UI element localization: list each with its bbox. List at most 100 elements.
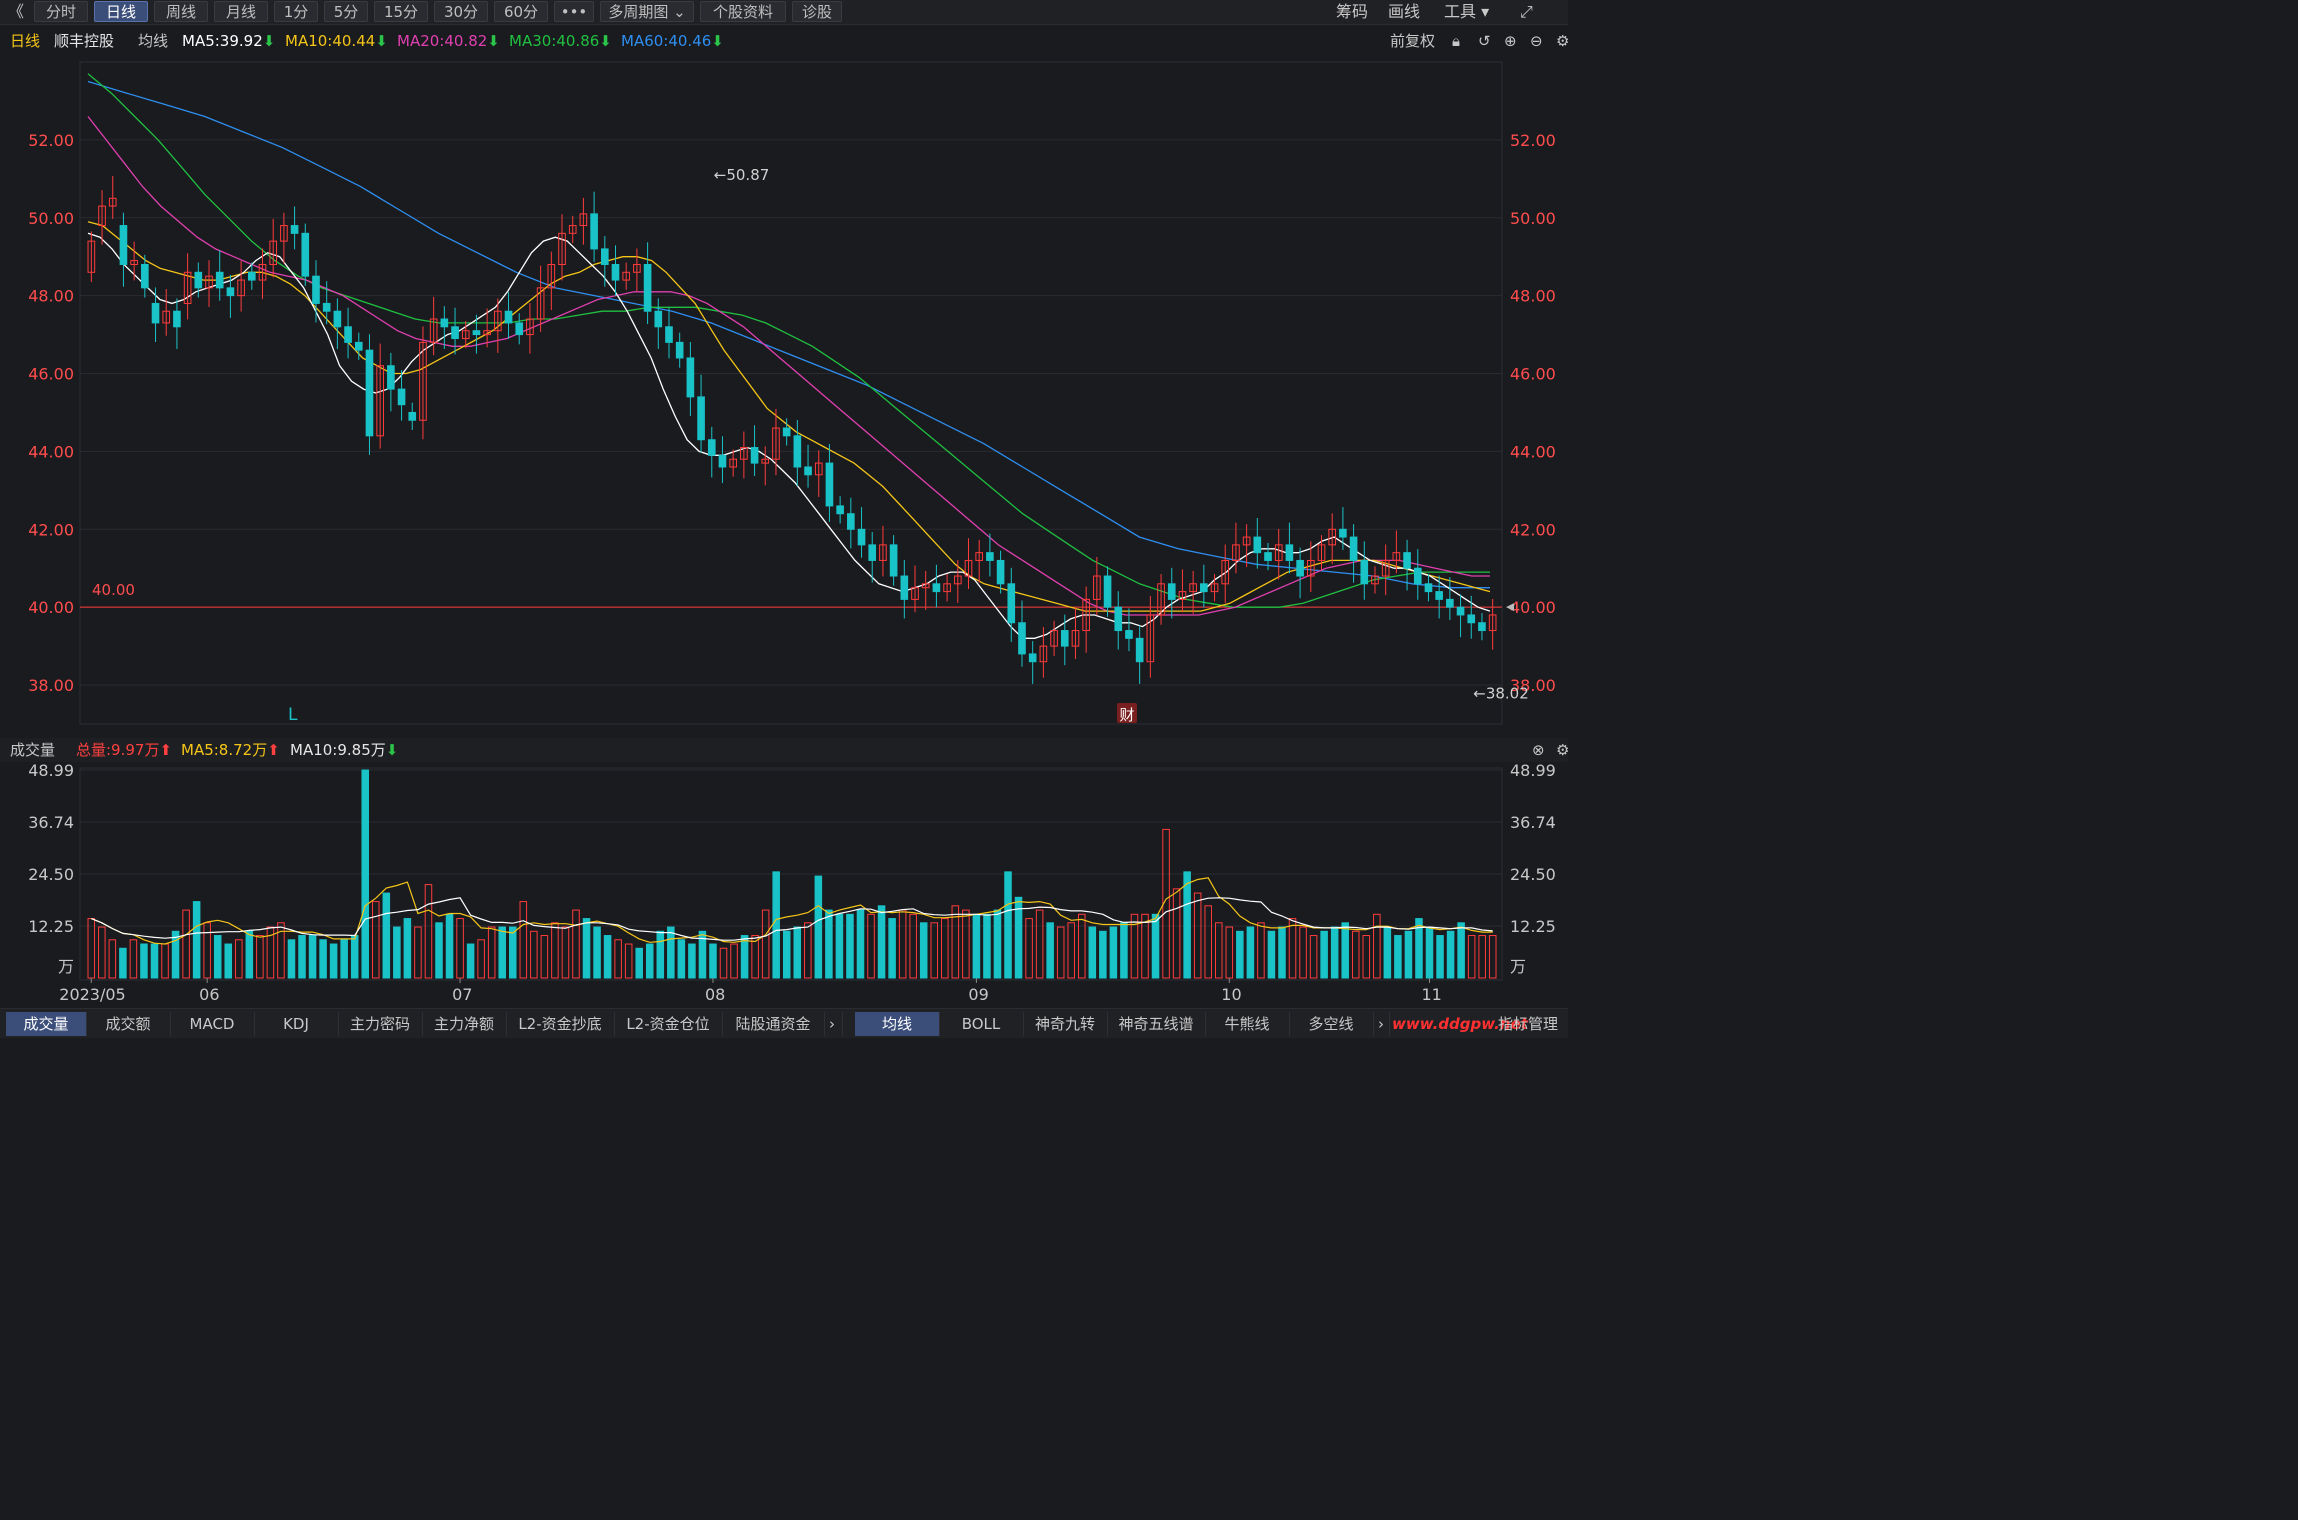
back-button[interactable]: 《 — [8, 2, 25, 21]
period-tab[interactable]: 日线 — [94, 1, 148, 22]
chevron-right-icon[interactable]: › — [822, 1012, 843, 1036]
candle-body — [932, 583, 941, 593]
gear-icon[interactable]: ⚙ — [1556, 32, 1570, 50]
overlay-tab[interactable]: 神奇五线谱 — [1107, 1012, 1206, 1036]
period-tab[interactable]: ••• — [554, 1, 594, 22]
y-tick-label-left: 48.00 — [28, 287, 74, 306]
volume-bar — [1362, 935, 1371, 979]
period-tab[interactable]: 诊股 — [792, 1, 842, 22]
zoom-in-icon[interactable]: ⊕ — [1504, 32, 1517, 50]
indicator-tab[interactable]: 成交量 — [6, 1012, 87, 1036]
volume-bar — [1130, 913, 1139, 979]
y-tick-label-right: 48.00 — [1510, 287, 1556, 306]
expand-icon[interactable]: ⤢ — [1520, 2, 1533, 21]
volume-bar — [203, 922, 211, 979]
indicator-tab[interactable]: MACD — [170, 1012, 255, 1036]
volume-bar — [1204, 905, 1212, 979]
volume-bar — [677, 939, 686, 979]
overlay-tab[interactable]: 神奇九转 — [1023, 1012, 1108, 1036]
indicator-tab[interactable]: L2-资金抄底 — [506, 1012, 615, 1036]
indicator-tab[interactable]: 主力净额 — [422, 1012, 507, 1036]
volume-gear-icon[interactable]: ⚙ — [1556, 741, 1570, 759]
period-tab[interactable]: 个股资料 — [700, 1, 786, 22]
candle-body — [1360, 559, 1369, 585]
period-tab[interactable]: 分时 — [34, 1, 88, 22]
period-tab[interactable]: 月线 — [214, 1, 268, 22]
overlay-tab[interactable]: 多空线 — [1289, 1012, 1374, 1036]
volume-bar — [445, 913, 454, 979]
volume-bar — [1351, 930, 1360, 979]
price-chart[interactable]: 52.00 52.00 50.00 50.00 48.00 48.00 46.00 46.00… — [0, 0, 1568, 738]
candle-body — [440, 318, 449, 328]
candle-body — [130, 260, 138, 265]
volume-bar — [245, 930, 254, 979]
volume-bar — [761, 909, 770, 979]
indicator-manage-button[interactable]: 指标管理 — [1497, 1015, 1558, 1033]
indicator-tabs: 成交量 成交额 MACD KDJ 主力密码 主力净额 L2-资金抄底 L2-资金仓位 陆股通资金… — [0, 1008, 1568, 1038]
candle-body — [376, 365, 384, 437]
candle-body — [1071, 630, 1080, 647]
indicator-tab[interactable]: L2-资金仓位 — [614, 1012, 723, 1036]
indicator-tab[interactable]: 主力密码 — [338, 1012, 423, 1036]
candle-body — [344, 326, 352, 343]
candle-body — [782, 427, 791, 437]
lock-icon[interactable]: 🔒︎ — [1452, 32, 1460, 50]
candle-body — [953, 575, 962, 585]
chevron-right-icon[interactable]: › — [1373, 1012, 1390, 1036]
y-tick-label-left: 42.00 — [28, 520, 74, 539]
volume-bar — [877, 905, 886, 979]
y-tick-label-right: 42.00 — [1510, 520, 1556, 539]
candle-body — [707, 439, 716, 456]
ma30-line — [87, 73, 1490, 608]
candle-body — [996, 559, 1005, 585]
cai-marker: 财 — [1119, 706, 1134, 724]
zoom-out-icon[interactable]: ⊖ — [1530, 32, 1543, 50]
period-tab[interactable]: 30分 — [434, 1, 488, 22]
volume-bar — [319, 939, 327, 979]
period-tab[interactable]: 15分 — [374, 1, 428, 22]
indicator-tab[interactable]: 陆股通资金 — [722, 1012, 825, 1036]
period-tab[interactable]: 多周期图 ⌄ — [600, 1, 694, 22]
volume-bar — [1035, 909, 1044, 979]
candle-body — [579, 213, 588, 227]
ma60-value: MA60:40.46⬇ — [621, 32, 724, 50]
volume-bar — [213, 935, 222, 979]
volume-bar — [1467, 935, 1476, 979]
overlay-tab[interactable]: 牛熊线 — [1205, 1012, 1290, 1036]
candle-body — [729, 458, 737, 468]
tools-button[interactable]: 工具 ▾ — [1444, 2, 1490, 21]
overlay-tab[interactable]: 均线 — [855, 1012, 940, 1036]
volume-bar — [898, 909, 907, 979]
indicator-tab[interactable]: KDJ — [254, 1012, 339, 1036]
period-tab[interactable]: 周线 — [154, 1, 208, 22]
candle-body — [333, 310, 342, 328]
ma20-line — [87, 116, 1490, 616]
period-tab[interactable]: 5分 — [324, 1, 368, 22]
volume-tick-right: 48.99 — [1510, 761, 1556, 780]
volume-bar — [256, 935, 264, 979]
y-tick-label-left: 46.00 — [28, 365, 74, 384]
period-tab[interactable]: 1分 — [274, 1, 318, 22]
volume-bar — [140, 943, 148, 979]
volume-bar — [340, 939, 348, 979]
indicator-tab[interactable]: 成交额 — [86, 1012, 171, 1036]
volume-bar — [1067, 922, 1076, 979]
volume-tick-right: 24.50 — [1510, 865, 1556, 884]
adjust-button[interactable]: 前复权 — [1390, 32, 1436, 50]
x-tick-label: 10 — [1221, 985, 1241, 1004]
overlay-tab[interactable]: BOLL — [939, 1012, 1024, 1036]
close-icon[interactable]: ⊗ — [1532, 741, 1545, 759]
candle-body — [194, 271, 203, 289]
candle-body — [419, 341, 427, 421]
candle-body — [814, 462, 823, 476]
avg-label[interactable]: 均线 — [138, 32, 169, 50]
draw-button[interactable]: 画线 — [1388, 2, 1421, 21]
undo-icon[interactable]: ↺ — [1478, 32, 1491, 50]
candle-body — [397, 388, 406, 406]
volume-bar — [930, 922, 939, 979]
volume-bar — [1341, 922, 1349, 979]
period-tab[interactable]: 60分 — [494, 1, 548, 22]
candle-body — [622, 271, 631, 281]
chips-button[interactable]: 筹码 — [1336, 2, 1369, 21]
volume-bar — [1267, 930, 1276, 979]
